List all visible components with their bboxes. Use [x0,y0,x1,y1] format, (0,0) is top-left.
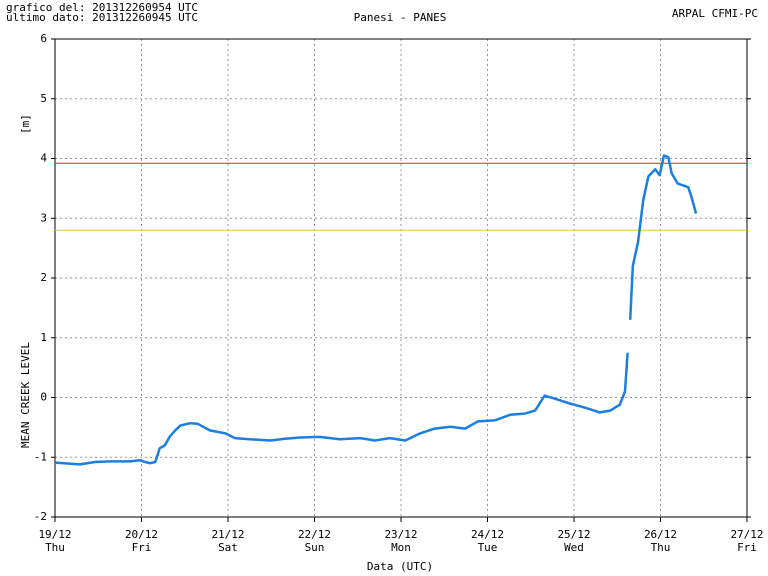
y-tick-label: 5 [40,92,47,105]
header-left: grafico del: 201312260954 UTC [6,1,198,14]
x-tick-label: 19/12 [38,528,71,541]
chart-title: Panesi - PANES [354,11,447,24]
x-tick-label: 27/12 [730,528,763,541]
header-left: ultimo dato: 201312260945 UTC [6,11,198,24]
x-tick-label: 24/12 [471,528,504,541]
plot-frame [54,38,748,518]
y-axis-unit: [m] [19,114,32,134]
y-tick-label: 2 [40,271,47,284]
x-axis-title: Data (UTC) [367,560,433,573]
x-tick-weekday: Sat [218,541,238,554]
x-tick-weekday: Tue [478,541,498,554]
x-tick-label: 20/12 [125,528,158,541]
y-tick-label: 0 [40,391,47,404]
x-tick-weekday: Sun [305,541,325,554]
x-tick-label: 21/12 [211,528,244,541]
x-tick-label: 26/12 [644,528,677,541]
x-tick-weekday: Fri [737,541,757,554]
y-tick-label: 6 [40,32,47,45]
x-tick-weekday: Thu [45,541,65,554]
x-tick-label: 25/12 [557,528,590,541]
data-line [54,154,698,466]
x-tick-weekday: Fri [132,541,152,554]
x-tick-label: 22/12 [298,528,331,541]
y-tick-label: -1 [34,450,47,463]
x-tick-weekday: Thu [651,541,671,554]
y-tick-label: -2 [34,510,47,523]
x-tick-weekday: Mon [391,541,411,554]
y-tick-label: 1 [40,331,47,344]
y-tick-label: 4 [40,152,47,165]
x-tick-weekday: Wed [564,541,584,554]
header-right: ARPAL CFMI-PC [672,7,758,20]
y-axis-title: MEAN CREEK LEVEL [19,342,32,448]
x-tick-label: 23/12 [384,528,417,541]
y-tick-label: 3 [40,211,47,224]
